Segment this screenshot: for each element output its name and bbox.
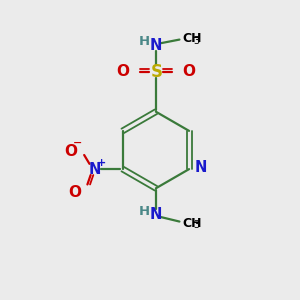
Text: O: O <box>116 64 129 80</box>
Text: O: O <box>182 64 195 80</box>
Text: H: H <box>138 205 149 218</box>
Text: N: N <box>150 207 162 222</box>
Text: CH: CH <box>182 217 202 230</box>
Text: N: N <box>194 160 207 175</box>
Text: N: N <box>88 162 101 177</box>
Text: N: N <box>150 38 162 53</box>
Text: −: − <box>73 138 82 148</box>
Text: H: H <box>138 35 149 48</box>
Text: 3: 3 <box>193 220 200 230</box>
Text: O: O <box>68 185 81 200</box>
Text: S: S <box>151 63 163 81</box>
Text: 3: 3 <box>193 36 200 46</box>
Text: O: O <box>64 144 77 159</box>
Text: +: + <box>97 158 106 168</box>
Text: CH: CH <box>182 32 202 46</box>
